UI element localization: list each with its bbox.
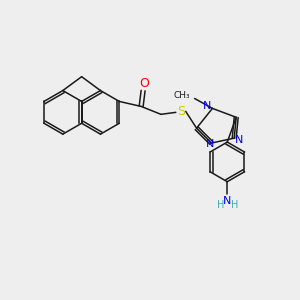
Text: N: N [206, 139, 214, 149]
Text: S: S [177, 105, 185, 118]
Text: N: N [223, 196, 232, 206]
Text: CH₃: CH₃ [173, 91, 190, 100]
Text: N: N [235, 135, 243, 145]
Text: O: O [139, 77, 149, 90]
Text: H: H [217, 200, 224, 211]
Text: N: N [203, 101, 212, 111]
Text: H: H [230, 200, 238, 211]
